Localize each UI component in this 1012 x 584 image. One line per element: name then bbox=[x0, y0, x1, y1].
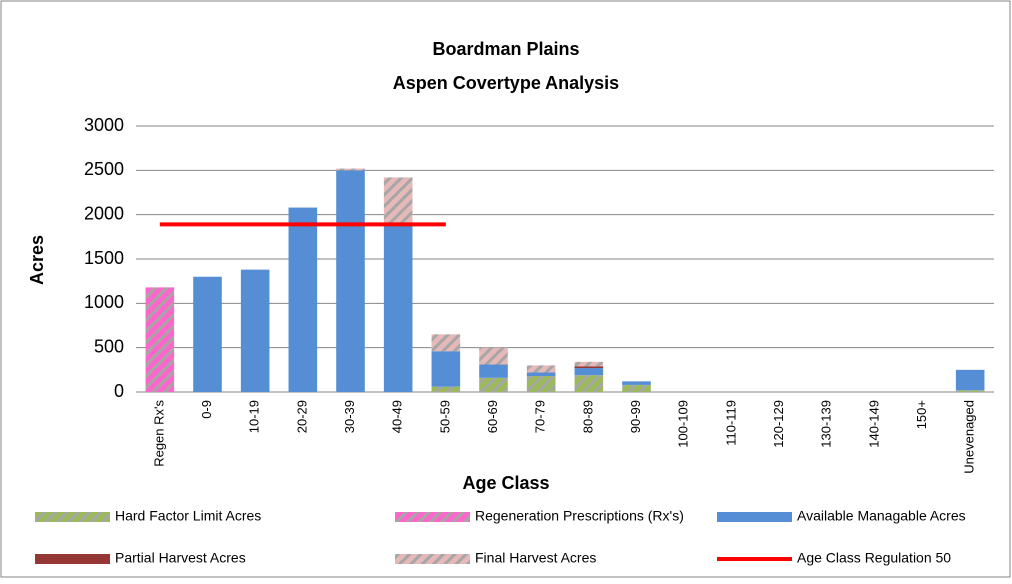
bar bbox=[431, 334, 461, 352]
bar bbox=[955, 369, 985, 391]
legend-swatch bbox=[35, 554, 110, 564]
x-axis-label: Age Class bbox=[462, 473, 549, 493]
bar bbox=[479, 364, 508, 378]
bar bbox=[193, 276, 222, 392]
y-tick-label: 2000 bbox=[84, 203, 124, 223]
x-tick-label: 0-9 bbox=[199, 400, 214, 419]
legend-label: Available Managable Acres bbox=[797, 508, 966, 524]
x-tick-label: Unevenaged bbox=[962, 400, 977, 474]
x-tick-label: 90-99 bbox=[628, 400, 643, 433]
x-tick-label: 30-39 bbox=[342, 400, 357, 433]
chart-title: Boardman Plains bbox=[432, 39, 579, 59]
bar bbox=[526, 365, 556, 373]
bar bbox=[336, 168, 365, 171]
y-tick-label: 0 bbox=[114, 381, 124, 401]
x-tick-label: 140-149 bbox=[866, 400, 881, 448]
chart-title: Aspen Covertype Analysis bbox=[393, 73, 619, 93]
x-tick-label: 60-69 bbox=[485, 400, 500, 433]
legend-swatch bbox=[395, 512, 470, 522]
bar bbox=[622, 384, 651, 392]
y-tick-label: 2500 bbox=[84, 159, 124, 179]
bar bbox=[145, 287, 175, 392]
bar bbox=[383, 223, 413, 392]
bar bbox=[431, 351, 461, 387]
x-tick-label: Regen Rx's bbox=[151, 400, 166, 467]
legend-swatch bbox=[717, 512, 792, 522]
x-tick-label: 150+ bbox=[914, 400, 929, 429]
x-tick-label: 120-129 bbox=[771, 400, 786, 448]
bar bbox=[574, 375, 604, 392]
legend-label: Final Harvest Acres bbox=[475, 550, 596, 566]
x-tick-label: 50-59 bbox=[437, 400, 452, 433]
bar bbox=[622, 381, 651, 385]
x-tick-label: 20-29 bbox=[294, 400, 309, 433]
bar bbox=[574, 361, 604, 367]
legend-label: Age Class Regulation 50 bbox=[797, 550, 951, 566]
x-tick-label: 110-119 bbox=[723, 400, 738, 446]
bar bbox=[955, 390, 985, 392]
legend-swatch bbox=[395, 554, 470, 564]
x-tick-label: 130-139 bbox=[819, 400, 834, 448]
x-tick-label: 70-79 bbox=[533, 400, 548, 433]
y-tick-label: 500 bbox=[94, 336, 124, 356]
x-tick-label: 80-89 bbox=[580, 400, 595, 433]
bar bbox=[336, 170, 365, 392]
bar bbox=[383, 177, 413, 224]
legend-label: Partial Harvest Acres bbox=[115, 550, 246, 566]
x-tick-label: 40-49 bbox=[390, 400, 405, 433]
legend-label: Regeneration Prescriptions (Rx's) bbox=[475, 508, 684, 524]
legend-label: Hard Factor Limit Acres bbox=[115, 508, 261, 524]
bar bbox=[240, 269, 270, 392]
y-tick-label: 3000 bbox=[84, 115, 124, 135]
bar bbox=[288, 207, 318, 392]
bar bbox=[526, 376, 556, 392]
x-tick-label: 100-109 bbox=[676, 400, 691, 448]
bar bbox=[431, 386, 461, 392]
bar bbox=[574, 366, 604, 369]
bar bbox=[574, 368, 604, 376]
y-axis-label: Acres bbox=[27, 235, 47, 285]
bar bbox=[526, 372, 556, 377]
y-tick-label: 1000 bbox=[84, 292, 124, 312]
bar bbox=[479, 347, 508, 365]
y-tick-label: 1500 bbox=[84, 248, 124, 268]
x-tick-label: 10-19 bbox=[247, 400, 262, 433]
bar bbox=[479, 377, 508, 392]
legend-swatch bbox=[35, 512, 110, 522]
